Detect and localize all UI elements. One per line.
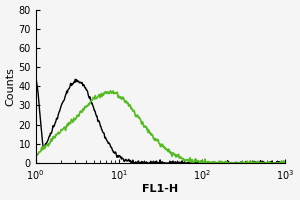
Y-axis label: Counts: Counts: [6, 67, 16, 106]
X-axis label: FL1-H: FL1-H: [142, 184, 178, 194]
